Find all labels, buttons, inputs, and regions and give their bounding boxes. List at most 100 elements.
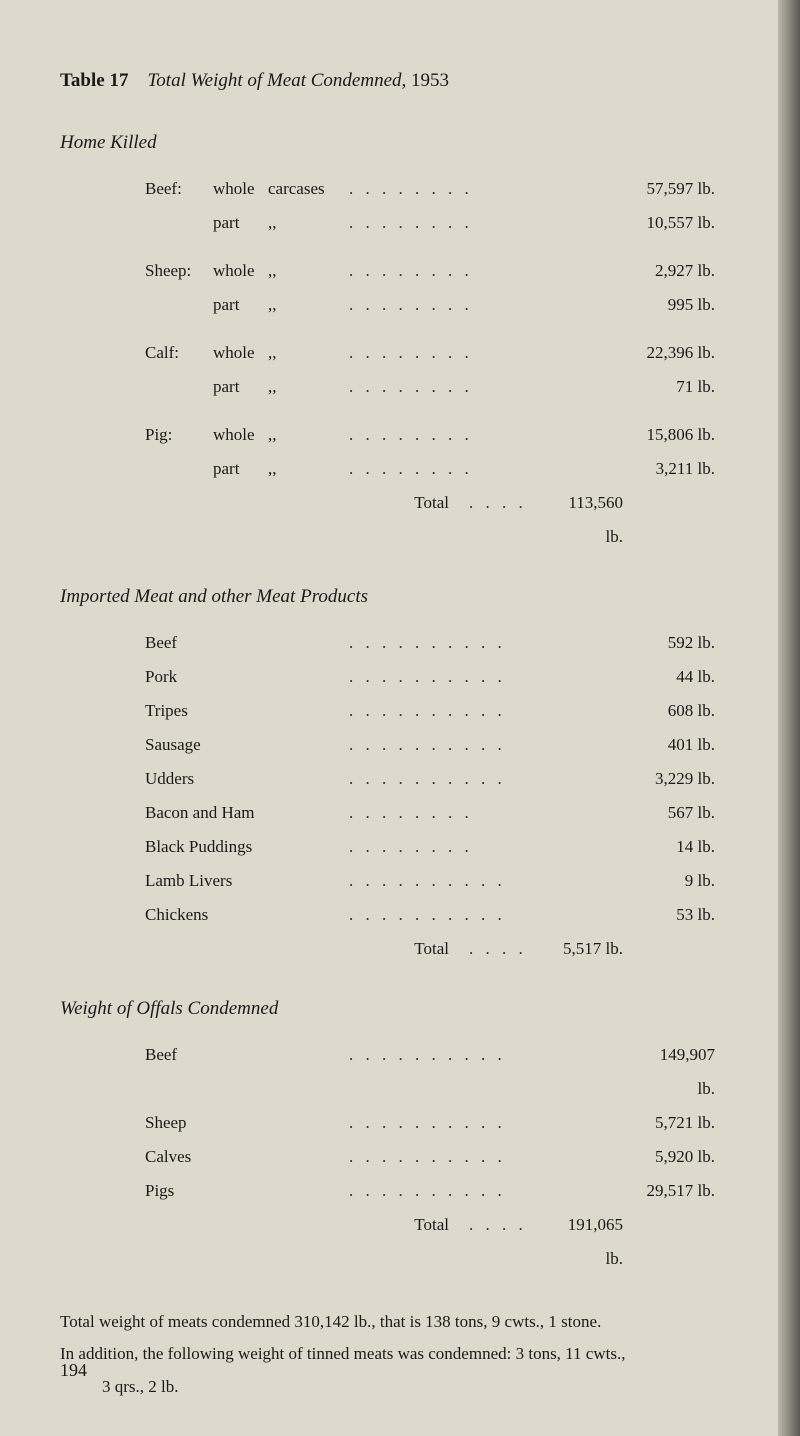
leader-dots: . . . . . . . . xyxy=(343,172,645,206)
para-line: 3 qrs., 2 lb. xyxy=(60,1371,745,1403)
value-cell: 57,597 lb. xyxy=(645,172,750,206)
ditto-label: ,, xyxy=(268,254,343,288)
part-label: part xyxy=(213,288,268,322)
offals-block: Beef . . . . . . . . . . 149,907 lb. She… xyxy=(60,1038,750,1276)
table-row: Bacon and Ham . . . . . . . . 567 lb. xyxy=(145,796,750,830)
offals-heading: Weight of Offals Condemned xyxy=(60,998,750,1020)
value-cell: 22,396 lb. xyxy=(645,336,750,370)
table-label: Table 17 xyxy=(60,70,128,91)
table-row: Black Puddings . . . . . . . . 14 lb. xyxy=(145,830,750,864)
table-row: part ,, . . . . . . . . 3,211 lb. xyxy=(145,452,750,486)
table-row: Calf: whole ,, . . . . . . . . 22,396 lb… xyxy=(145,336,750,370)
table-row: Sausage . . . . . . . . . . 401 lb. xyxy=(145,728,750,762)
leader-dots: . . . . . . . . xyxy=(343,206,645,240)
ditto-label: ,, xyxy=(268,336,343,370)
leader-dots: . . . . . . . . . . xyxy=(343,762,645,796)
value-cell: 567 lb. xyxy=(645,796,750,830)
product-name: Udders xyxy=(145,762,343,796)
value-cell: 2,927 lb. xyxy=(645,254,750,288)
carcases-label: carcases xyxy=(268,172,343,206)
offal-name: Sheep xyxy=(145,1106,343,1140)
table-row: Calves . . . . . . . . . . 5,920 lb. xyxy=(145,1140,750,1174)
table-row: Udders . . . . . . . . . . 3,229 lb. xyxy=(145,762,750,796)
leader-dots: . . . . . . . . xyxy=(343,254,645,288)
home-killed-block: Beef: whole carcases . . . . . . . . 57,… xyxy=(60,172,750,554)
product-name: Bacon and Ham xyxy=(145,796,343,830)
imported-heading: Imported Meat and other Meat Products xyxy=(60,586,750,608)
value-cell: 71 lb. xyxy=(645,370,750,404)
value-cell: 5,721 lb. xyxy=(645,1106,750,1140)
leader-dots: . . . . . . . . xyxy=(343,336,645,370)
leader-dots: . . . . . . . . . . xyxy=(343,864,645,898)
leader-dots: . . . . . . . . . . xyxy=(343,694,645,728)
animal-label: Pig: xyxy=(145,418,213,452)
total-label: Total xyxy=(343,1208,463,1242)
value-cell: 3,211 lb. xyxy=(645,452,750,486)
part-label: part xyxy=(213,206,268,240)
table-title: Table 17 Total Weight of Meat Condemned,… xyxy=(60,70,750,92)
ditto-label: ,, xyxy=(268,452,343,486)
table-row-total: Total . . . . 113,560 lb. xyxy=(145,486,750,554)
leader-dots: . . . . . . . . . . xyxy=(343,1140,645,1174)
offal-name: Calves xyxy=(145,1140,343,1174)
table-row: part ,, . . . . . . . . 71 lb. xyxy=(145,370,750,404)
leader-dots: . . . . . . . . . . xyxy=(343,1174,645,1208)
title-italic: Total Weight of Meat Condemned, xyxy=(147,70,406,91)
animal-label: Beef: xyxy=(145,172,213,206)
value-cell: 3,229 lb. xyxy=(645,762,750,796)
table-row: Sheep . . . . . . . . . . 5,721 lb. xyxy=(145,1106,750,1140)
table-row: Pigs . . . . . . . . . . 29,517 lb. xyxy=(145,1174,750,1208)
page-number: 194 xyxy=(60,1360,87,1381)
table-row: Beef . . . . . . . . . . 149,907 lb. xyxy=(145,1038,750,1106)
table-row: Beef: whole carcases . . . . . . . . 57,… xyxy=(145,172,750,206)
para-line: In addition, the following weight of tin… xyxy=(60,1338,745,1370)
product-name: Black Puddings xyxy=(145,830,343,864)
leader-dots: . . . . . . . . xyxy=(343,830,645,864)
value-cell: 5,920 lb. xyxy=(645,1140,750,1174)
summary-paragraph: Total weight of meats condemned 310,142 … xyxy=(60,1306,750,1403)
value-cell: 149,907 lb. xyxy=(645,1038,750,1106)
total-label: Total xyxy=(343,486,463,520)
ditto-label: ,, xyxy=(268,370,343,404)
product-name: Chickens xyxy=(145,898,343,932)
para-line: Total weight of meats condemned 310,142 … xyxy=(60,1306,745,1338)
table-row: Sheep: whole ,, . . . . . . . . 2,927 lb… xyxy=(145,254,750,288)
part-label: part xyxy=(213,452,268,486)
product-name: Lamb Livers xyxy=(145,864,343,898)
product-name: Beef xyxy=(145,626,343,660)
page-edge-shadow xyxy=(778,0,800,1436)
offal-name: Beef xyxy=(145,1038,343,1072)
value-cell: 44 lb. xyxy=(645,660,750,694)
leader-dots: . . . . . . . . xyxy=(343,418,645,452)
home-killed-heading: Home Killed xyxy=(60,132,750,154)
product-name: Pork xyxy=(145,660,343,694)
leader-dots: . . . . . . . . . . xyxy=(343,1106,645,1140)
table-row: Lamb Livers . . . . . . . . . . 9 lb. xyxy=(145,864,750,898)
value-cell: 9 lb. xyxy=(645,864,750,898)
leader-dots: . . . . . . . . xyxy=(343,288,645,322)
table-row: Tripes . . . . . . . . . . 608 lb. xyxy=(145,694,750,728)
leader-dots: . . . . . . . . . . xyxy=(343,626,645,660)
ditto-label: ,, xyxy=(268,206,343,240)
table-row: Pork . . . . . . . . . . 44 lb. xyxy=(145,660,750,694)
value-cell: 53 lb. xyxy=(645,898,750,932)
whole-label: whole xyxy=(213,418,268,452)
ditto-label: ,, xyxy=(268,418,343,452)
total-value: 191,065 lb. xyxy=(553,1208,658,1276)
total-value: 5,517 lb. xyxy=(553,932,658,966)
imported-block: Beef . . . . . . . . . . 592 lb. Pork . … xyxy=(60,626,750,966)
value-cell: 401 lb. xyxy=(645,728,750,762)
value-cell: 10,557 lb. xyxy=(645,206,750,240)
whole-label: whole xyxy=(213,172,268,206)
leader-dots: . . . . xyxy=(463,1208,553,1242)
animal-label: Calf: xyxy=(145,336,213,370)
total-value: 113,560 lb. xyxy=(553,486,658,554)
leader-dots: . . . . . . . . . . xyxy=(343,898,645,932)
leader-dots: . . . . . . . . xyxy=(343,796,645,830)
leader-dots: . . . . . . . . . . xyxy=(343,660,645,694)
value-cell: 14 lb. xyxy=(645,830,750,864)
table-row-total: Total . . . . 5,517 lb. xyxy=(145,932,750,966)
table-row-total: Total . . . . 191,065 lb. xyxy=(145,1208,750,1276)
leader-dots: . . . . xyxy=(463,486,553,520)
total-label: Total xyxy=(343,932,463,966)
